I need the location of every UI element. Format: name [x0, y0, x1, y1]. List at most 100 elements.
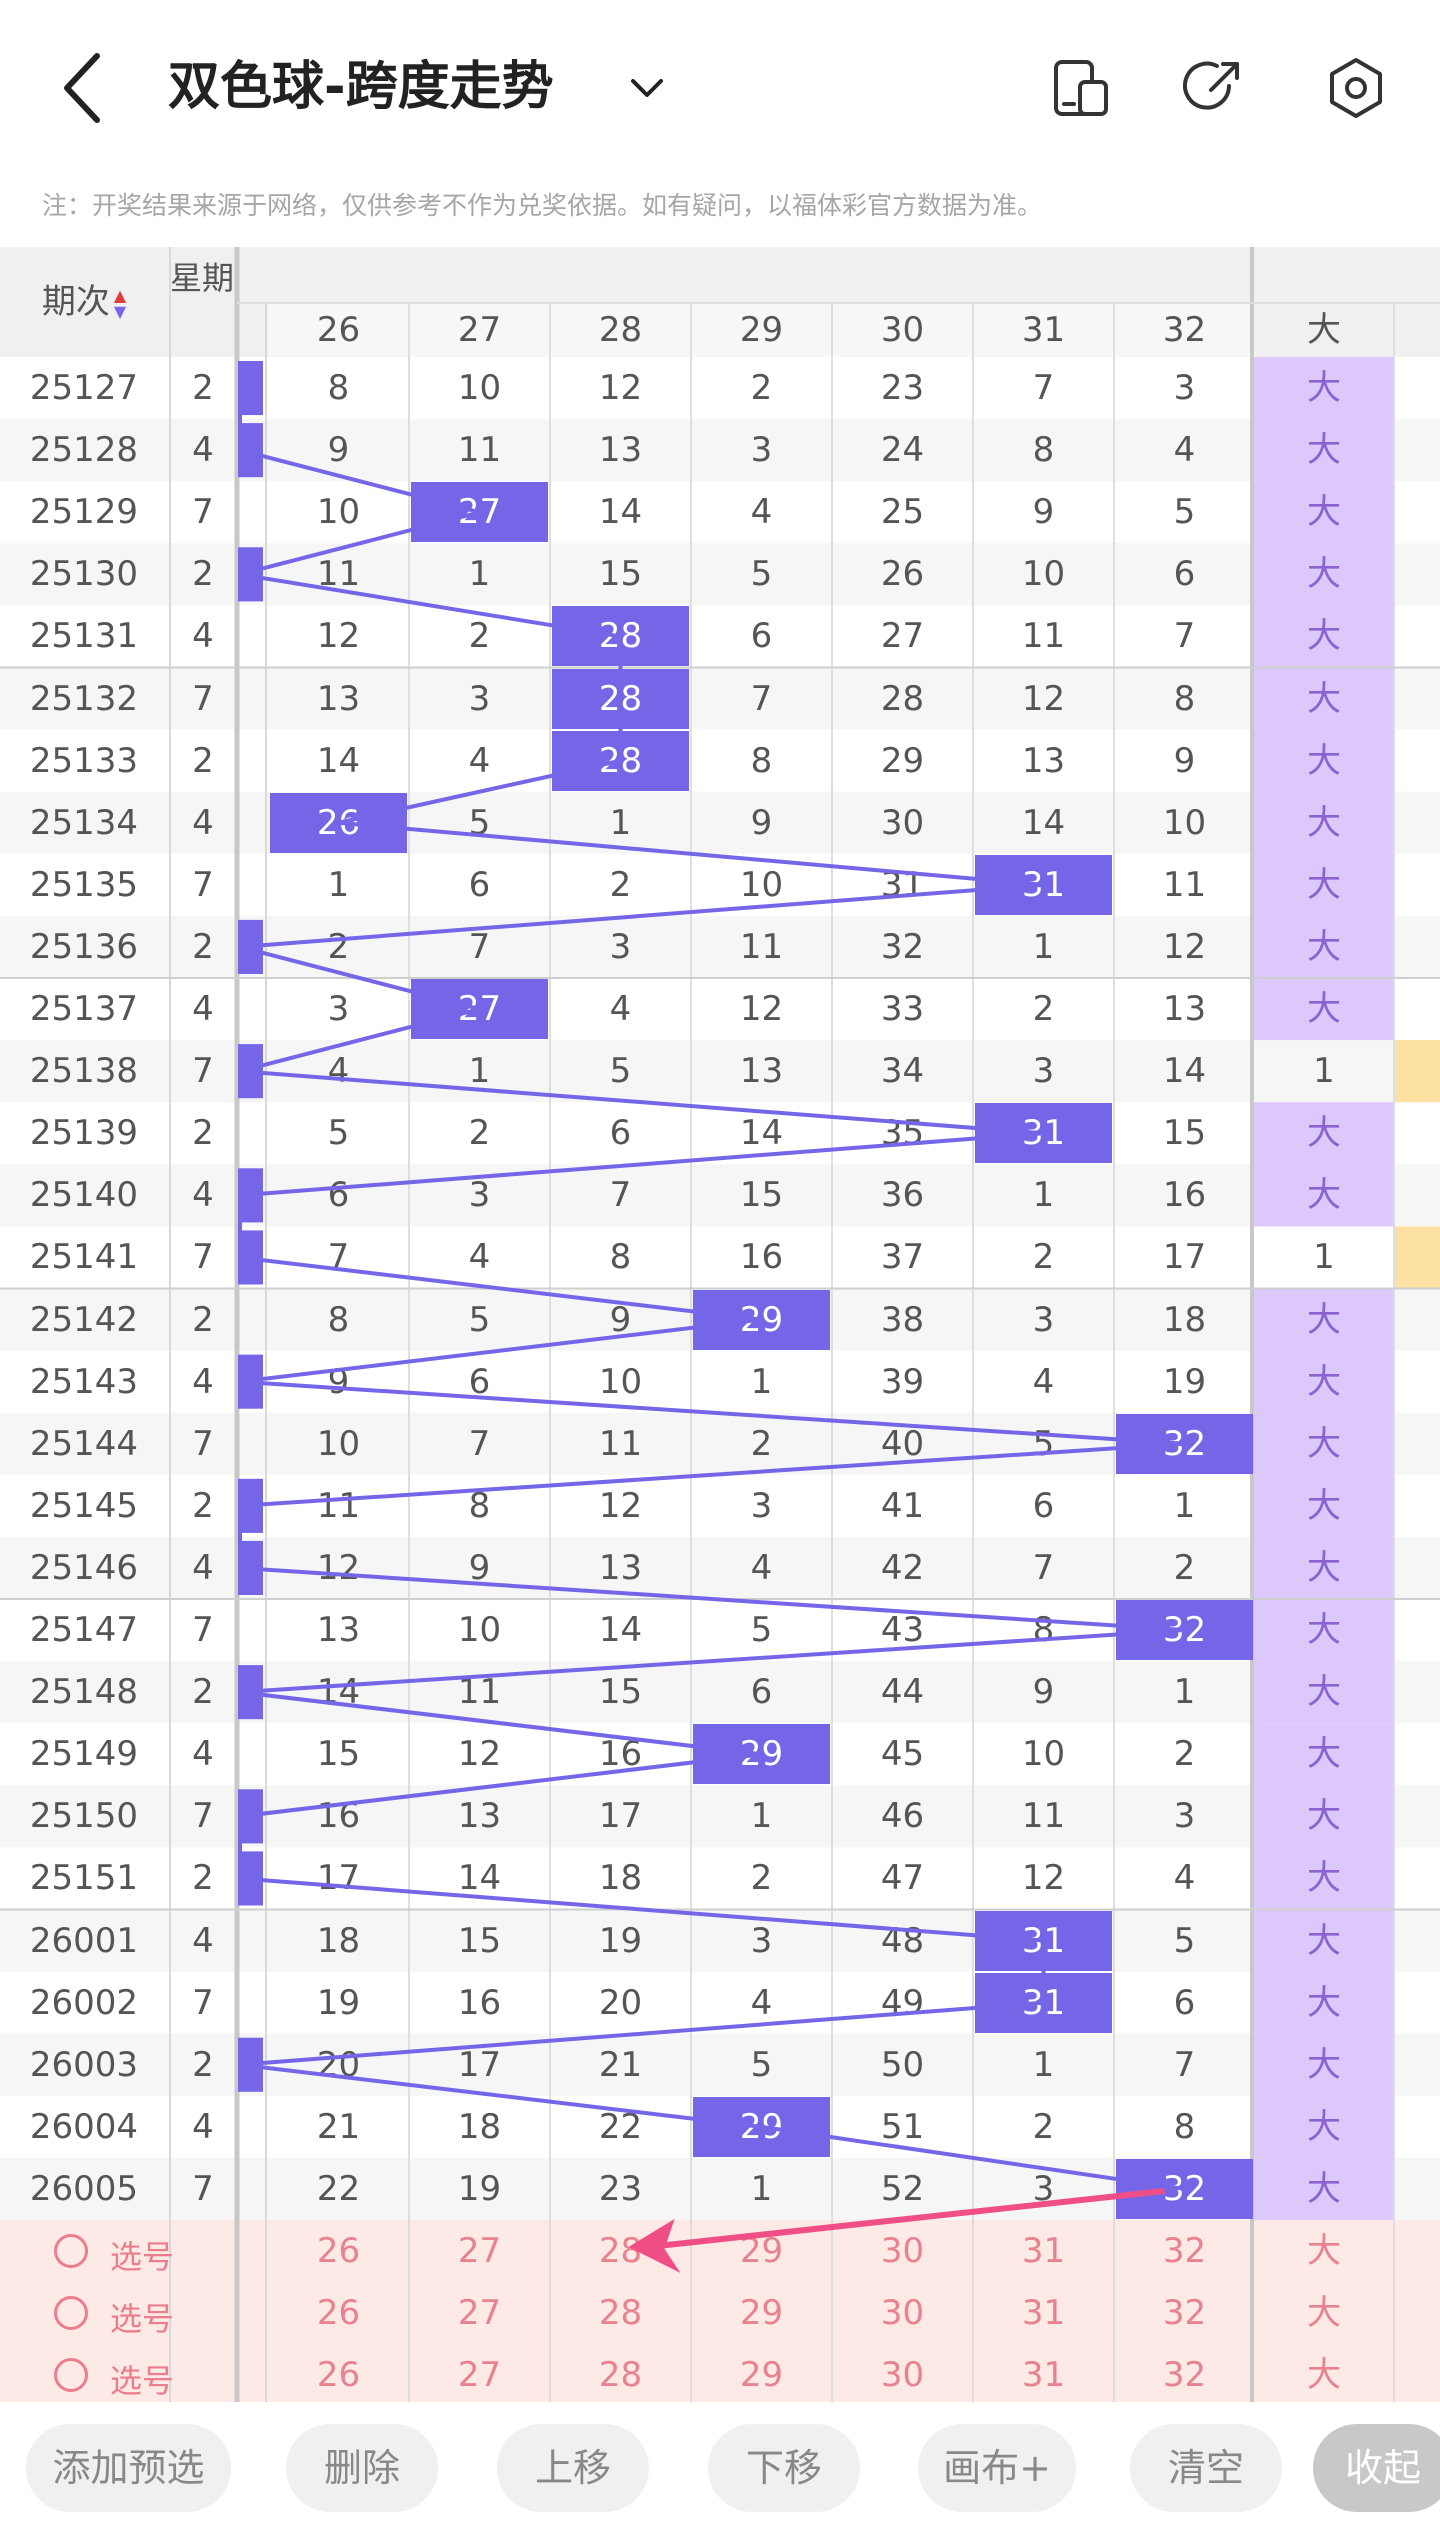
span-cell[interactable]: 4 [1173, 430, 1196, 471]
span-cell[interactable]: 18 [1162, 1299, 1207, 1340]
span-cell[interactable]: 12 [1162, 926, 1207, 967]
span-cell[interactable]: 22 [598, 2106, 643, 2147]
span-cell[interactable]: 10 [457, 368, 502, 408]
span-cell[interactable]: 47 [880, 1858, 925, 1899]
arrow-left-icon[interactable] [55, 48, 115, 128]
span-cell[interactable]: 2 [468, 1113, 491, 1154]
span-cell[interactable]: 21 [598, 2044, 643, 2085]
span-cell[interactable]: 46 [880, 1796, 925, 1837]
span-cell[interactable]: 19 [457, 2168, 502, 2209]
span-hit-cell[interactable]: 29 [693, 1724, 830, 1785]
span-cell[interactable]: 5 [327, 1113, 350, 1154]
span-cell[interactable]: 20 [316, 2044, 361, 2085]
span-cell[interactable]: 12 [457, 1734, 502, 1775]
pick-cell[interactable]: 26 [316, 2355, 361, 2395]
span-cell[interactable]: 12 [739, 989, 784, 1029]
move-up-button[interactable]: 上移 [497, 2424, 649, 2512]
span-cell[interactable]: 48 [880, 1920, 925, 1961]
span-cell[interactable]: 14 [598, 1610, 643, 1650]
pick-label[interactable]: 选号 [110, 2238, 175, 2276]
select-radio[interactable] [54, 2234, 88, 2268]
span-cell[interactable]: 3 [1032, 1299, 1055, 1340]
pick-cell[interactable]: 30 [880, 2231, 925, 2271]
span-cell[interactable]: 8 [1173, 678, 1196, 719]
span-cell[interactable]: 19 [316, 1982, 361, 2023]
pick-cell[interactable]: 30 [880, 2355, 925, 2395]
span-cell[interactable]: 8 [750, 740, 773, 781]
span-hit-cell[interactable]: 26 [270, 792, 407, 853]
collapse-button[interactable]: 收起 [1313, 2424, 1440, 2512]
sort-icon[interactable]: ▲ ▼ [113, 285, 127, 321]
span-cell[interactable]: 7 [468, 1423, 491, 1464]
span-cell[interactable]: 10 [1162, 802, 1207, 843]
pick-label[interactable]: 选号 [110, 2300, 175, 2338]
span-cell[interactable]: 15 [739, 1175, 784, 1216]
span-cell[interactable]: 22 [316, 2168, 361, 2209]
span-cell[interactable]: 5 [1173, 492, 1196, 533]
span-cell[interactable]: 13 [316, 1610, 361, 1650]
pick-cell[interactable]: 26 [316, 2293, 361, 2333]
span-cell[interactable]: 5 [750, 2044, 773, 2085]
span-cell[interactable]: 35 [880, 1113, 925, 1154]
span-cell[interactable]: 5 [468, 1299, 491, 1340]
span-cell[interactable]: 13 [1162, 989, 1207, 1029]
move-down-button[interactable]: 下移 [708, 2424, 860, 2512]
span-cell[interactable]: 2 [1173, 1547, 1196, 1588]
span-cell[interactable]: 6 [1173, 554, 1196, 595]
span-cell[interactable]: 13 [457, 1796, 502, 1837]
span-cell[interactable]: 8 [468, 1485, 491, 1526]
span-cell[interactable]: 4 [750, 492, 773, 533]
span-cell[interactable]: 14 [1162, 1051, 1207, 1092]
span-cell[interactable]: 15 [457, 1920, 502, 1961]
span-cell[interactable]: 3 [327, 989, 350, 1029]
span-cell[interactable]: 2 [609, 864, 632, 905]
span-cell[interactable]: 6 [327, 1175, 350, 1216]
span-cell[interactable]: 7 [1032, 1547, 1055, 1588]
span-hit-cell[interactable]: 32 [1116, 1600, 1253, 1661]
span-cell[interactable]: 18 [598, 1858, 643, 1899]
span-cell[interactable]: 12 [1021, 678, 1066, 719]
canvas-plus-button[interactable]: 画布+ [918, 2424, 1076, 2512]
span-cell[interactable]: 51 [880, 2106, 925, 2147]
span-cell[interactable]: 2 [750, 368, 773, 408]
span-cell[interactable]: 4 [1032, 1361, 1055, 1402]
span-cell[interactable]: 1 [1173, 1485, 1196, 1526]
span-cell[interactable]: 4 [750, 1547, 773, 1588]
span-cell[interactable]: 13 [316, 678, 361, 719]
pick-cell[interactable]: 31 [1021, 2355, 1066, 2395]
span-cell[interactable]: 4 [468, 1237, 491, 1278]
span-cell[interactable]: 27 [880, 616, 925, 657]
select-radio[interactable] [54, 2296, 88, 2330]
span-cell[interactable]: 12 [316, 1547, 361, 1588]
span-cell[interactable]: 9 [1032, 492, 1055, 533]
span-cell[interactable]: 11 [1021, 616, 1066, 657]
pick-label[interactable]: 选号 [110, 2362, 175, 2400]
span-cell[interactable]: 28 [880, 678, 925, 719]
span-hit-cell[interactable]: 31 [975, 1972, 1112, 2033]
span-cell[interactable]: 6 [750, 1672, 773, 1713]
span-cell[interactable]: 11 [1162, 864, 1207, 905]
chevron-down-icon[interactable] [625, 66, 669, 110]
span-cell[interactable]: 8 [609, 1237, 632, 1278]
span-cell[interactable]: 3 [750, 1485, 773, 1526]
span-cell[interactable]: 11 [739, 926, 784, 967]
span-cell[interactable]: 7 [1173, 2044, 1196, 2085]
pick-size-cell[interactable]: 大 [1307, 2231, 1341, 2271]
span-cell[interactable]: 43 [880, 1610, 925, 1650]
span-hit-cell[interactable]: 32 [1116, 1413, 1253, 1474]
span-hit-cell[interactable]: 31 [975, 854, 1112, 915]
span-hit-cell[interactable]: 29 [693, 2096, 830, 2157]
span-cell[interactable]: 1 [1173, 1672, 1196, 1713]
span-cell[interactable]: 13 [598, 1547, 643, 1588]
span-cell[interactable]: 1 [1032, 2044, 1055, 2085]
span-cell[interactable]: 10 [1021, 554, 1066, 595]
span-cell[interactable]: 1 [1032, 1175, 1055, 1216]
span-cell[interactable]: 37 [880, 1237, 925, 1278]
span-cell[interactable]: 17 [457, 2044, 502, 2085]
add-preselect-button[interactable]: 添加预选 [26, 2424, 231, 2512]
span-cell[interactable]: 15 [1162, 1113, 1207, 1154]
span-cell[interactable]: 16 [1162, 1175, 1207, 1216]
span-cell[interactable]: 12 [316, 616, 361, 657]
span-cell[interactable]: 1 [468, 554, 491, 595]
span-cell[interactable]: 50 [880, 2044, 925, 2085]
